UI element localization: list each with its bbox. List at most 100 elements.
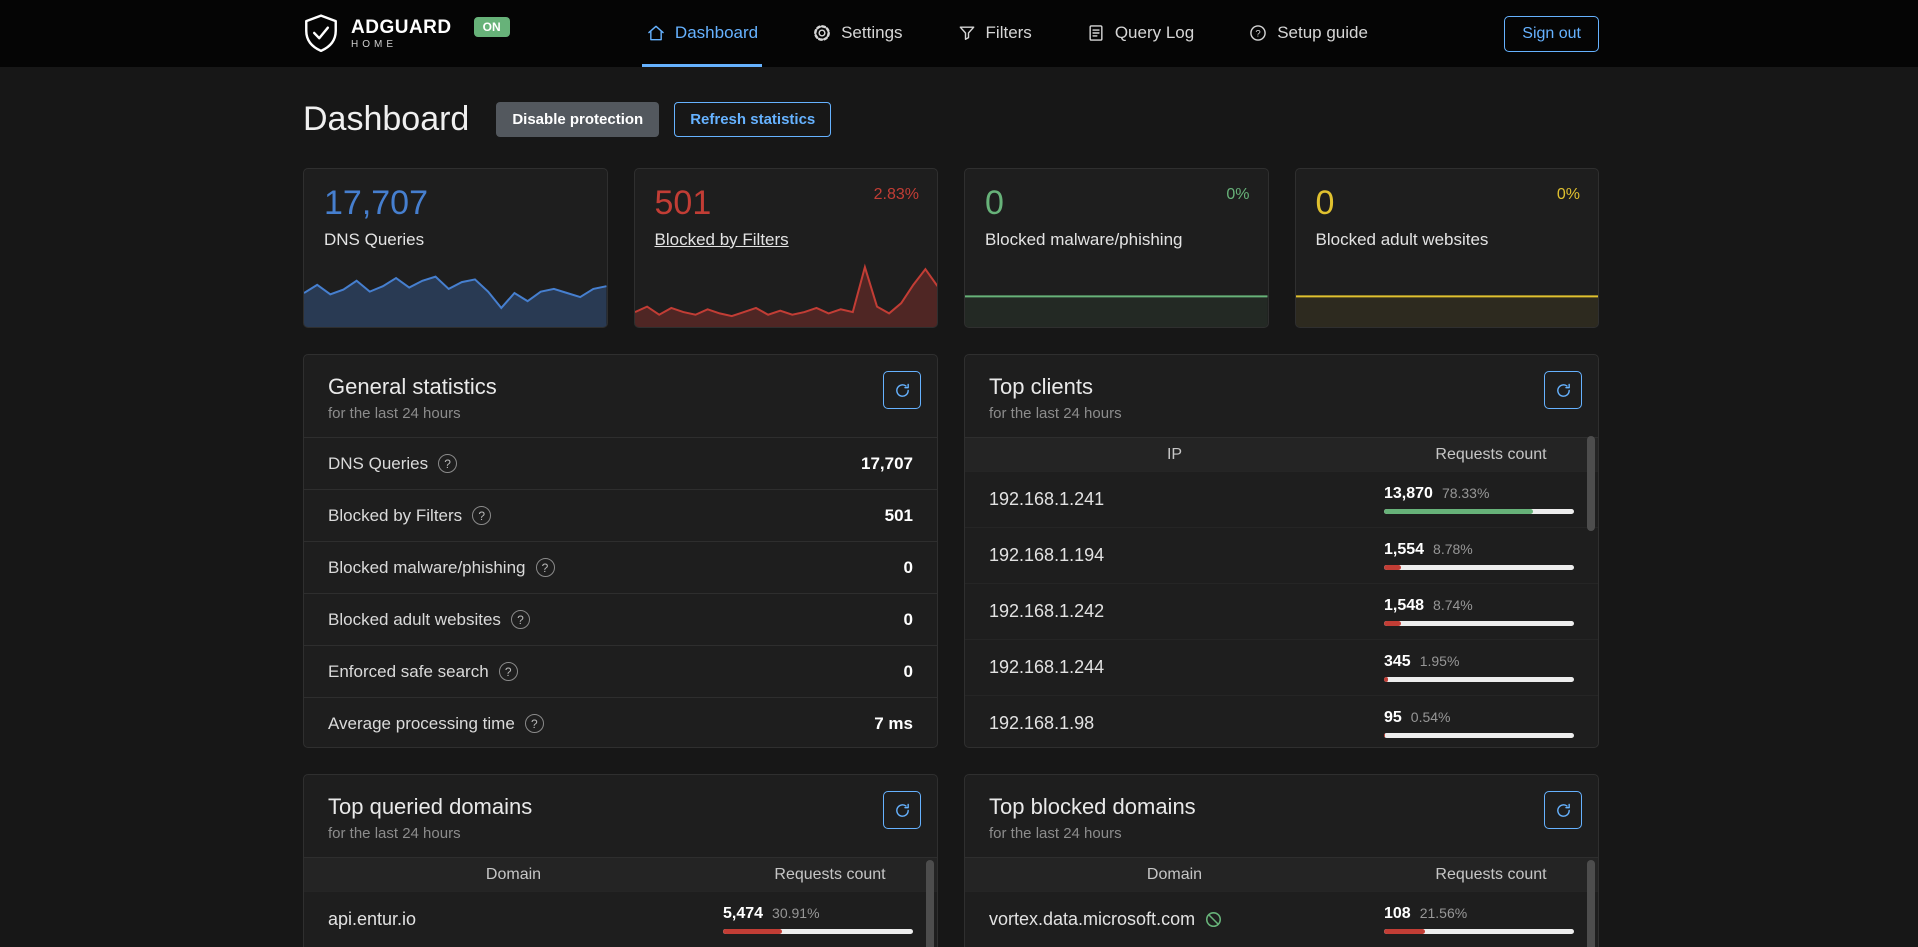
panel-subtitle: for the last 24 hours [989,405,1122,422]
request-count: 1,548 [1384,597,1425,614]
stat-row: Average processing time ? 7 ms [304,697,937,747]
blocked-malware-value: 0 [985,184,1004,222]
refresh-icon [895,803,909,817]
sign-out-button[interactable]: Sign out [1504,15,1599,52]
card-refresh-button[interactable] [883,371,921,409]
progress-bar-fill [1384,621,1401,626]
request-count: 95 [1384,709,1402,726]
nav-item-label: Query Log [1114,23,1195,42]
request-percent: 8.74% [1433,597,1473,613]
blocked-adult-sparkline [1295,259,1598,327]
brand-name: ADGUARD [351,16,452,38]
progress-bar-fill [723,929,782,934]
stat-row: Blocked adult websites ? 0 [304,593,937,645]
request-count: 108 [1384,905,1411,922]
progress-bar-fill [1384,565,1401,570]
client-ip[interactable]: 192.168.1.242 [989,601,1105,621]
scrollbar-thumb[interactable] [1587,436,1595,531]
blocked-filters-link[interactable]: Blocked by Filters [654,229,789,249]
progress-bar [1384,929,1574,934]
request-percent: 0.54% [1410,709,1451,725]
stat-card-blocked-filters: 501 2.83% Blocked by Filters [633,168,938,328]
progress-bar [1384,733,1574,738]
help-icon[interactable]: ? [535,558,555,577]
request-percent: 78.33% [1441,485,1490,501]
blocked-filters-value: 501 [654,184,712,222]
help-icon[interactable]: ? [510,610,530,629]
request-percent: 1.95% [1419,653,1460,669]
disable-protection-button[interactable]: Disable protection [496,101,660,137]
brand-sub: HOME [351,38,397,50]
help-icon[interactable]: ? [498,662,518,681]
progress-bar-fill [1384,733,1386,738]
stat-row: Enforced safe search ? 0 [304,645,937,697]
nav-item-filters[interactable]: Filters [953,0,1036,67]
client-ip[interactable]: 192.168.1.244 [989,657,1105,677]
request-percent: 8.78% [1433,541,1473,557]
nav-item-query-log[interactable]: Query Log [1082,0,1198,67]
panel-subtitle: for the last 24 hours [328,405,461,422]
panel-title: General statistics [328,374,497,399]
progress-bar [1384,621,1574,626]
column-header-domain: Domain [1146,865,1203,883]
stat-card-blocked-adult: 0 0% Blocked adult websites [1294,168,1599,328]
panel-subtitle: for the last 24 hours [989,825,1122,842]
request-count: 1,554 [1384,541,1425,558]
nav-item-settings[interactable]: Settings [808,0,906,67]
stat-row-label: Average processing time [328,713,515,733]
blocked-adult-label: Blocked adult websites [1315,229,1489,249]
help-icon[interactable]: ? [524,714,544,733]
panel-top-queried-domains: Top queried domains for the last 24 hour… [303,774,938,947]
page-title: Dashboard [303,99,470,138]
stat-row-value: 0 [903,557,913,577]
help-icon[interactable]: ? [472,506,492,525]
stat-row-label: Blocked adult websites [328,609,501,629]
panel-top-clients: Top clients for the last 24 hours IP Req… [964,354,1599,748]
request-percent: 30.91% [772,905,820,921]
blocked-filters-sparkline [634,259,937,327]
domain-name[interactable]: api.entur.io [328,909,417,929]
domain-row: vortex.data.microsoft.com 108 21.56% [965,891,1598,947]
progress-bar-fill [1384,677,1388,682]
refresh-icon [1556,803,1570,817]
domain-name: vortex.data.microsoft.com [989,909,1196,929]
stat-row-value: 0 [903,661,913,681]
scrollbar-thumb[interactable] [926,860,934,947]
panels-row-2: Top queried domains for the last 24 hour… [303,774,1599,947]
panel-subtitle: for the last 24 hours [328,825,461,842]
refresh-icon [1556,383,1570,397]
refresh-statistics-button[interactable]: Refresh statistics [674,101,832,137]
stat-row-label: DNS Queries [328,453,429,473]
filters-icon [959,26,974,40]
panel-general-statistics: General statistics for the last 24 hours… [303,354,938,748]
column-header-requests: Requests count [1435,865,1547,883]
progress-bar-fill [1384,929,1425,934]
card-refresh-button[interactable] [883,791,921,829]
panels-row-1: General statistics for the last 24 hours… [303,354,1599,748]
stat-row-label: Blocked malware/phishing [328,557,526,577]
table-header: Domain Requests count [304,857,937,891]
panel-top-blocked-domains: Top blocked domains for the last 24 hour… [964,774,1599,947]
stat-row-value: 501 [884,505,913,525]
card-refresh-button[interactable] [1544,791,1582,829]
nav-item-dashboard[interactable]: Dashboard [641,0,763,67]
card-refresh-button[interactable] [1544,371,1582,409]
refresh-icon [895,383,909,397]
client-row: 192.168.1.242 1,548 8.74% [965,583,1598,639]
client-ip[interactable]: 192.168.1.241 [989,489,1105,509]
client-ip[interactable]: 192.168.1.194 [989,545,1105,565]
dashboard-page: Dashboard Disable protection Refresh sta… [303,67,1599,947]
panel-title: Top clients [989,374,1093,399]
progress-bar [1384,509,1574,514]
scrollbar-thumb[interactable] [1587,860,1595,947]
stat-row-value: 7 ms [874,713,913,733]
client-ip[interactable]: 192.168.1.98 [989,713,1095,733]
domain-row: api.entur.io 5,474 30.91% [304,891,937,947]
nav-item-setup-guide[interactable]: ? Setup guide [1244,0,1372,67]
blocked-malware-label: Blocked malware/phishing [985,229,1183,249]
brand-logo[interactable]: ADGUARD HOME ON [303,0,510,67]
column-header-requests: Requests count [774,865,886,883]
client-row: 192.168.1.194 1,554 8.78% [965,527,1598,583]
blocked-service-icon [1206,911,1222,928]
help-icon[interactable]: ? [438,454,458,473]
